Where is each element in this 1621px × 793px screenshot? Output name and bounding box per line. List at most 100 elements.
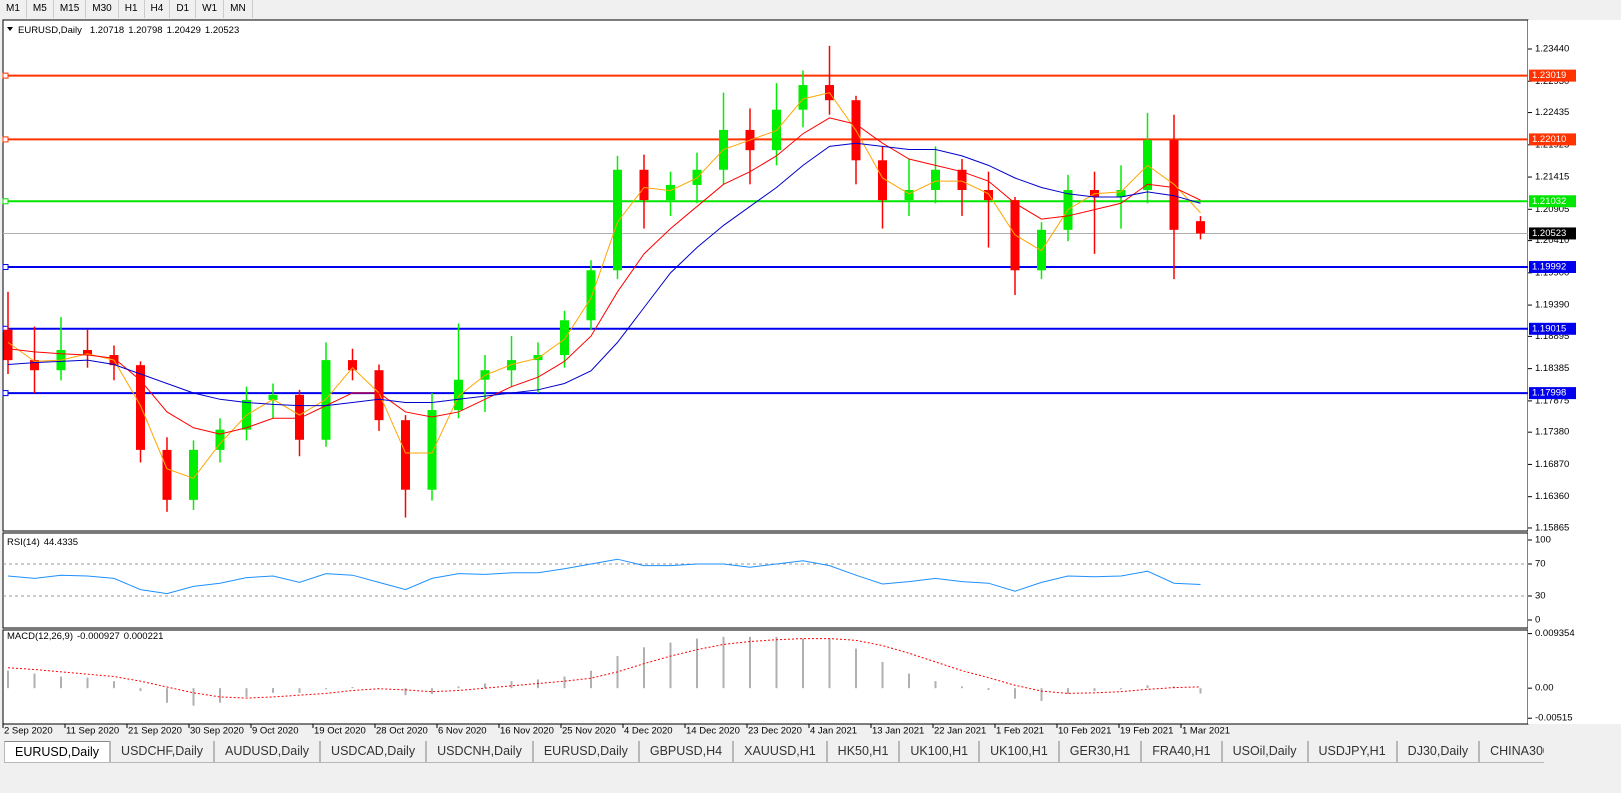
timeframe-button[interactable]: M15	[54, 0, 87, 18]
symbol-tab[interactable]: GBPUSD,H4	[638, 741, 734, 763]
symbol-tab[interactable]: UK100,H1	[979, 741, 1059, 763]
chart-header: EURUSD,Daily 1.20718 1.20798 1.20429 1.20523	[18, 25, 239, 36]
y-tick-label: 1.23440	[1535, 44, 1569, 55]
candle-body	[268, 394, 278, 400]
x-tick-label: 14 Dec 2020	[686, 726, 740, 737]
macd-bar	[881, 661, 884, 689]
timeframe-button[interactable]: W1	[196, 0, 225, 18]
y-tick-label: 100	[1535, 535, 1551, 546]
rsi-line	[7, 558, 1201, 595]
symbol-tab[interactable]: CHINA300,H1	[1479, 741, 1544, 763]
timeframe-button[interactable]: H4	[145, 0, 171, 18]
candle-body	[957, 169, 967, 191]
timeframe-button[interactable]: MN	[224, 0, 253, 18]
macd-bar	[802, 638, 804, 689]
y-tick-label: 1.19390	[1535, 300, 1569, 311]
level-handle	[2, 390, 9, 397]
symbol-tab[interactable]: USDCHF,Daily	[110, 741, 214, 763]
candle-body	[427, 410, 437, 490]
candle-body	[586, 270, 596, 321]
macd-bar	[1120, 688, 1122, 690]
x-tick-label: 22 Jan 2021	[934, 726, 986, 737]
symbol-tab[interactable]: USDCAD,Daily	[320, 741, 427, 763]
macd-signal	[7, 638, 1201, 699]
macd-bar	[563, 676, 566, 689]
macd-bar	[775, 636, 778, 689]
y-tick-label: 1.18385	[1535, 363, 1569, 374]
y-tick-label: 1.17380	[1535, 427, 1569, 438]
timeframe-button[interactable]: D1	[170, 0, 197, 18]
y-tick-label: 70	[1535, 559, 1546, 570]
macd-bar	[192, 688, 195, 706]
macd-bar	[298, 688, 301, 693]
symbol-tab[interactable]: EURUSD,Daily	[532, 741, 639, 763]
timeframe-button[interactable]: M1	[0, 0, 27, 18]
symbol-tab[interactable]: UK100,H1	[899, 741, 980, 763]
macd-bar	[1146, 685, 1149, 689]
candle-body	[507, 360, 516, 371]
symbol-tab[interactable]: DJ30,Daily	[1396, 741, 1480, 763]
candle-body	[401, 420, 410, 490]
macd-bar	[1093, 688, 1096, 692]
panel-title: MACD(12,26,9)	[7, 631, 73, 642]
header-arrow	[7, 27, 13, 31]
x-tick-label: 23 Dec 2020	[748, 726, 802, 737]
level-label-box	[1529, 387, 1576, 400]
ohlc-value: 1.20429	[167, 25, 201, 36]
level-label: 1.17998	[1532, 388, 1566, 399]
macd-bar	[7, 670, 9, 689]
symbol-tab[interactable]: FRA40,H1	[1141, 741, 1222, 763]
symbol-tab[interactable]: XAUUSD,H1	[733, 741, 827, 763]
candle-body	[878, 160, 887, 201]
timeframe-toolbar: M1 M5 M15 M30 H1 H4 D1 W1 MN	[0, 0, 253, 18]
x-tick-label: 25 Nov 2020	[562, 726, 616, 737]
symbol-tab[interactable]: USDCNH,Daily	[426, 741, 533, 763]
symbol-tab[interactable]: AUDUSD,Daily	[214, 741, 321, 763]
symbol-tab[interactable]: GER30,H1	[1058, 741, 1142, 763]
symbol-tab[interactable]: EURUSD,Daily	[4, 741, 111, 763]
macd-bar	[828, 638, 831, 689]
macd-bar	[643, 647, 645, 689]
macd-panel	[2, 629, 1529, 725]
y-tick-label: 0.009354	[1535, 628, 1575, 639]
timeframe-button[interactable]: H1	[119, 0, 145, 18]
current-price-label: 1.20523	[1532, 228, 1566, 239]
level-handle	[2, 198, 9, 205]
timeframe-button[interactable]: M5	[27, 0, 54, 18]
y-tick-label: 1.20905	[1535, 204, 1569, 215]
macd-bar	[987, 688, 990, 690]
candle-body	[136, 365, 145, 450]
candle-body	[1116, 190, 1126, 197]
macd-bar	[325, 688, 327, 690]
timeframe-button[interactable]: M30	[86, 0, 119, 18]
x-tick-label: 4 Dec 2020	[624, 726, 673, 737]
y-tick-label: 1.20410	[1535, 235, 1569, 246]
moving-average	[7, 142, 1201, 407]
x-tick-label: 1 Feb 2021	[996, 726, 1044, 737]
symbol-tab[interactable]: HK50,H1	[826, 741, 900, 763]
candle-body	[639, 169, 649, 201]
x-tick-label: 30 Sep 2020	[190, 726, 244, 737]
y-tick-label: 1.16870	[1535, 459, 1569, 470]
ohlc-value: 1.20523	[205, 25, 239, 36]
x-tick-label: 11 Sep 2020	[66, 726, 119, 737]
symbol-tab[interactable]: USDJPY,H1	[1307, 741, 1397, 763]
x-tick-label: 6 Nov 2020	[438, 726, 487, 737]
x-tick-label: 9 Oct 2020	[252, 726, 298, 737]
y-tick-label: 1.18895	[1535, 331, 1569, 342]
panel-value: 44.4335	[44, 537, 78, 548]
y-tick-label: 30	[1535, 591, 1546, 602]
macd-bar	[272, 688, 274, 693]
macd-bar	[855, 648, 857, 689]
x-tick-label: 1 Mar 2021	[1182, 726, 1230, 737]
y-tick-label: 0.00	[1535, 683, 1554, 694]
macd-bar	[961, 686, 963, 689]
level-handle	[2, 136, 9, 143]
candle-body	[83, 349, 92, 356]
panel-header: MACD(12,26,9) -0.000927 0.000221	[7, 631, 163, 642]
candle-body	[321, 360, 331, 440]
y-tick-label: 1.22435	[1535, 107, 1569, 118]
symbol-tab[interactable]: USOil,Daily	[1221, 741, 1308, 763]
candle-body	[560, 320, 569, 356]
x-tick-label: 10 Feb 2021	[1058, 726, 1111, 737]
